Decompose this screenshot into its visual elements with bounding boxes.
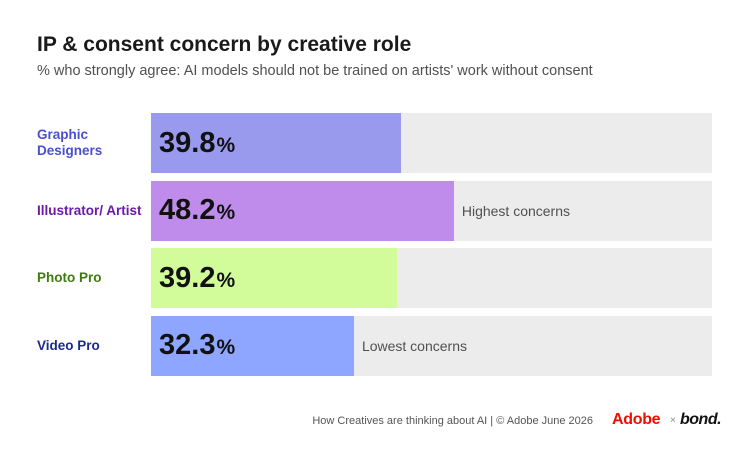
- bar-track: 48.2% Highest concerns: [151, 180, 712, 241]
- footer-source: How Creatives are thinking about AI | © …: [312, 415, 593, 427]
- bar-row: Photo Pro 39.2%: [0, 248, 750, 308]
- bar-track: 39.2%: [151, 248, 712, 308]
- bar-annotation: Lowest concerns: [361, 337, 467, 354]
- adobe-logo: Adobe: [612, 411, 661, 428]
- data-label: 48.2%: [159, 194, 236, 226]
- bar: [151, 315, 354, 376]
- bar-track: 39.8%: [151, 113, 712, 173]
- data-label: 39.2%: [159, 261, 236, 294]
- data-label: 32.3%: [159, 329, 236, 361]
- chart-title: IP & consent concern by creative role: [37, 33, 412, 56]
- bar-row: Graphic Designers 39.8%: [0, 113, 750, 173]
- logo-separator: ×: [670, 415, 676, 426]
- category-label: Illustrator/ Artist: [37, 202, 142, 218]
- bar: [151, 113, 402, 173]
- bond-logo: bond.: [680, 411, 722, 428]
- footer: How Creatives are thinking about AI | © …: [0, 410, 750, 432]
- category-label: Graphic Designers: [37, 127, 103, 158]
- data-label: 39.8%: [159, 126, 236, 159]
- chart-subtitle: % who strongly agree: AI models should n…: [37, 63, 593, 79]
- category-label: Photo Pro: [37, 270, 102, 286]
- bar-row: Illustrator/ Artist 48.2% Highest concerns: [0, 180, 750, 241]
- category-label: Video Pro: [37, 337, 100, 353]
- bar-row: Video Pro 32.3% Lowest concerns: [0, 315, 750, 376]
- bar-track: 32.3% Lowest concerns: [151, 315, 712, 376]
- bar-annotation: Highest concerns: [461, 202, 571, 219]
- bar: [151, 248, 398, 308]
- bar: [151, 180, 454, 241]
